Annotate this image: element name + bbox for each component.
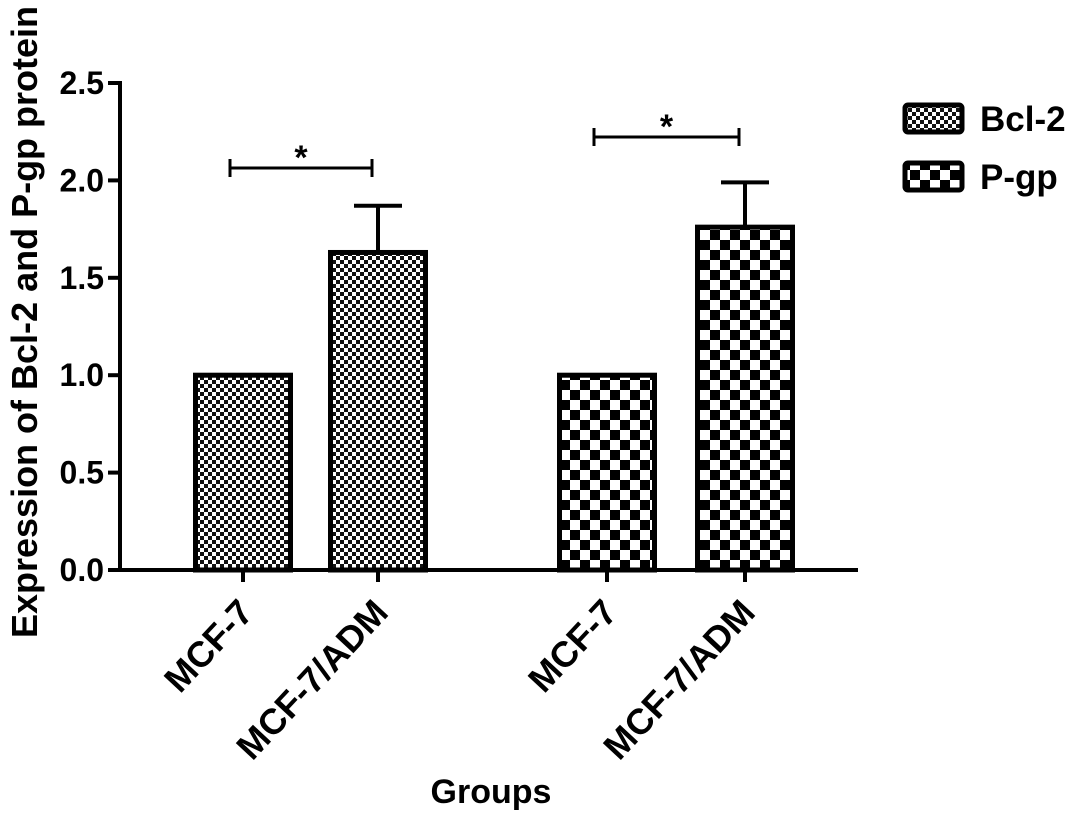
y-tick-label: 0.0 — [60, 552, 104, 588]
series-p-gp — [557, 180, 795, 573]
significance-asterisk: * — [294, 139, 308, 177]
x-axis-title: Groups — [431, 773, 552, 811]
series-bcl-2 — [193, 203, 428, 573]
significance-bracket-p-gp: * — [592, 108, 741, 146]
y-tick-label: 2.0 — [60, 162, 104, 198]
legend-label-p-gp: P-gp — [980, 158, 1058, 197]
legend-label-bcl-2: Bcl-2 — [980, 100, 1066, 139]
significance-asterisk: * — [660, 108, 674, 146]
legend: Bcl-2 P-gp — [902, 100, 1066, 197]
y-axis-title: Expression of Bcl-2 and P-gp protein — [4, 6, 45, 638]
x-tick-label-bcl-2-mcf-7: MCF-7 — [156, 591, 261, 699]
significance-bracket-bcl-2: * — [228, 139, 374, 177]
y-tick-label: 1.5 — [60, 260, 104, 296]
legend-swatch-bcl-2 — [902, 102, 965, 135]
bar-bcl-2-mcf-7 — [193, 372, 293, 573]
y-tick-label: 0.5 — [60, 455, 104, 491]
legend-item-bcl-2: Bcl-2 — [902, 100, 1066, 139]
legend-item-p-gp: P-gp — [902, 158, 1058, 197]
x-tick-label-p-gp-mcf-7: MCF-7 — [520, 591, 625, 699]
bar-bcl-2-mcf-7-adm — [328, 249, 428, 573]
legend-swatch-p-gp — [902, 160, 965, 193]
bar-p-gp-mcf-7 — [557, 372, 657, 573]
y-tick-label: 1.0 — [60, 357, 104, 393]
y-tick-label: 2.5 — [60, 65, 104, 101]
plot-area: ** — [193, 108, 795, 573]
bar-p-gp-mcf-7-adm — [695, 224, 795, 573]
